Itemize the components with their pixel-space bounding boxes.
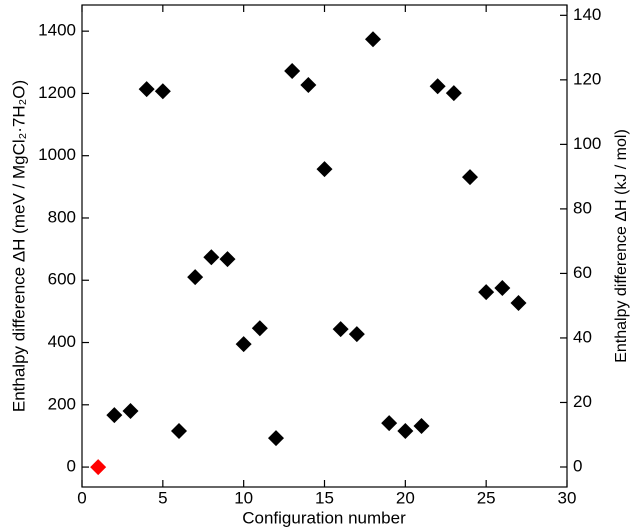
- y2-tick-label: 40: [573, 327, 592, 346]
- y2-tick-label: 0: [573, 456, 582, 475]
- y2-tick-label: 100: [573, 134, 601, 153]
- point: [138, 81, 155, 98]
- x-tick-label: 30: [558, 488, 577, 507]
- y2-tick-label: 20: [573, 392, 592, 411]
- point: [381, 415, 398, 432]
- y2-axis-label: Enthalpy difference ΔH (kJ / mol): [613, 129, 630, 363]
- point: [219, 251, 236, 268]
- y-tick-label: 1400: [38, 21, 76, 40]
- point: [122, 403, 139, 420]
- y2-tick-label: 60: [573, 263, 592, 282]
- point: [106, 407, 123, 424]
- point: [429, 78, 446, 95]
- y-axis-label: Enthalpy difference ΔH (meV / MgCl₂·7H₂O…: [9, 80, 28, 412]
- point: [413, 417, 430, 434]
- point: [154, 83, 171, 100]
- plot-frame: [81, 4, 568, 488]
- point: [284, 63, 301, 80]
- point: [494, 280, 511, 297]
- y2-tick-label: 120: [573, 69, 601, 88]
- x-tick-label: 0: [77, 488, 86, 507]
- point: [235, 336, 252, 353]
- point: [478, 284, 495, 301]
- point: [445, 85, 462, 102]
- point: [332, 321, 349, 338]
- point: [90, 459, 107, 476]
- point: [462, 169, 478, 186]
- x-tick-label: 5: [158, 488, 167, 507]
- x-axis-label: Configuration number: [242, 508, 406, 527]
- y-tick-label: 1000: [38, 145, 76, 164]
- point: [268, 430, 284, 447]
- y2-tick-label: 80: [573, 198, 592, 217]
- x-tick-label: 25: [477, 488, 496, 507]
- point: [316, 161, 333, 178]
- y2-tick-label: 140: [573, 5, 601, 24]
- y-tick-label: 0: [67, 457, 76, 476]
- point: [510, 294, 527, 311]
- point: [348, 326, 365, 343]
- x-tick-label: 10: [234, 488, 253, 507]
- point: [365, 31, 381, 48]
- x-tick-label: 15: [315, 488, 334, 507]
- y-tick-label: 200: [48, 394, 76, 413]
- y-tick-label: 800: [48, 207, 76, 226]
- point: [300, 77, 317, 94]
- point: [171, 422, 187, 439]
- point: [251, 320, 268, 337]
- point: [187, 269, 204, 286]
- y-tick-label: 600: [48, 270, 76, 289]
- y-tick-label: 1200: [38, 83, 76, 102]
- y-tick-label: 400: [48, 332, 76, 351]
- point: [203, 249, 220, 266]
- x-tick-label: 20: [396, 488, 415, 507]
- point: [397, 422, 414, 439]
